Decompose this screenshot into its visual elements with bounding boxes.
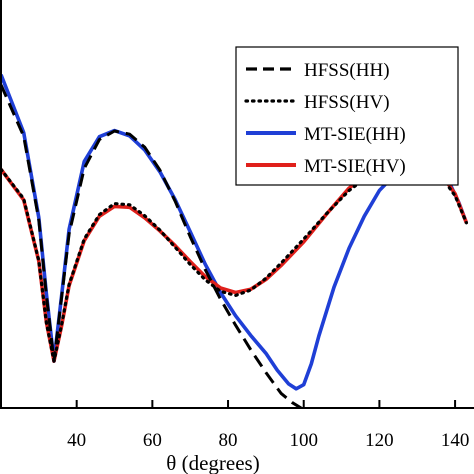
series-line-mt-sie-hv xyxy=(1,157,469,363)
axes-layer xyxy=(0,0,474,409)
x-tick-label: 80 xyxy=(219,430,238,451)
legend-label: MT-SIE(HH) xyxy=(304,124,406,145)
x-ticks: 40 60 80 100 120 140 xyxy=(67,400,469,451)
series-line-hfss-hv xyxy=(1,161,468,363)
x-tick-label: 60 xyxy=(143,430,162,451)
x-axis-label: θ (degrees) xyxy=(166,451,259,474)
legend: HFSS(HH) HFSS(HV) MT-SIE(HH) MT-SIE(HV) xyxy=(235,46,459,186)
x-tick-label: 40 xyxy=(67,430,86,451)
x-tick-label: 120 xyxy=(365,430,394,451)
legend-label: HFSS(HH) xyxy=(304,60,390,81)
series-line-hfss-hh xyxy=(1,84,304,408)
legend-label: HFSS(HV) xyxy=(304,92,390,113)
legend-label: MT-SIE(HV) xyxy=(304,156,406,177)
x-tick-label: 100 xyxy=(289,430,318,451)
x-tick-label: 140 xyxy=(441,430,470,451)
